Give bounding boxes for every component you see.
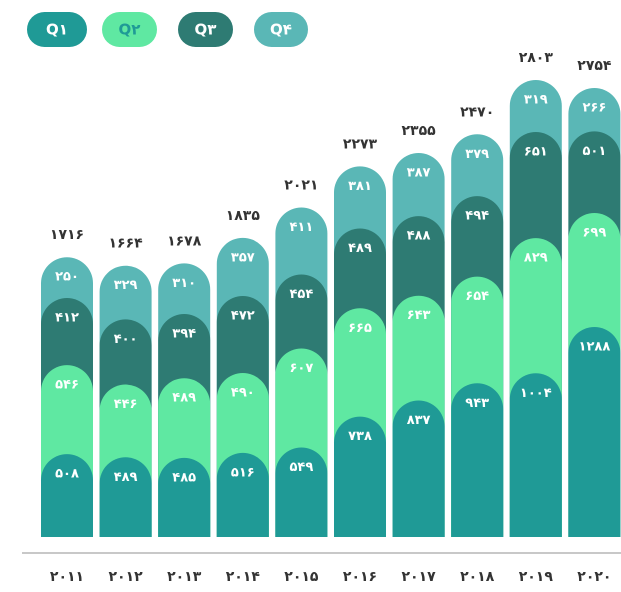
bar-segment	[158, 457, 211, 537]
value-label: ۳۸۷	[407, 166, 431, 181]
x-tick-label: ۲۰۱۶	[343, 569, 377, 585]
legend-swatch	[178, 12, 233, 47]
total-label: ۲۷۵۴	[577, 58, 612, 74]
total-label: ۱۶۶۴	[109, 236, 144, 252]
bar-segment	[41, 454, 93, 537]
total-label: ۱۸۳۵	[226, 208, 261, 224]
value-label: ۳۱۹	[524, 93, 548, 108]
total-label: ۲۰۲۱	[284, 177, 318, 193]
value-label: ۴۹۴	[465, 209, 489, 224]
value-label: ۵۱۶	[231, 465, 255, 480]
x-tick-label: ۲۰۱۷	[402, 569, 437, 585]
bar-segment	[568, 327, 621, 537]
value-label: ۴۹۰	[231, 385, 255, 400]
bar-segment	[275, 447, 328, 537]
legend-swatch	[27, 12, 87, 47]
x-tick-label: ۲۰۲۰	[577, 569, 611, 585]
value-label: ۵۴۶	[55, 378, 79, 393]
total-label: ۱۷۱۶	[50, 227, 84, 243]
x-tick-label: ۲۰۱۹	[519, 569, 554, 585]
value-label: ۲۵۰	[55, 270, 79, 285]
bar-segment	[99, 457, 152, 537]
value-label: ۵۴۹	[289, 460, 313, 475]
legend-swatch	[102, 12, 157, 47]
total-label: ۱۶۷۸	[167, 233, 202, 249]
value-label: ۸۳۷	[407, 413, 431, 428]
legend-label: Q۴	[270, 21, 292, 39]
bar-segment	[392, 400, 445, 537]
value-label: ۴۸۸	[407, 229, 431, 244]
bar-segment	[216, 452, 269, 537]
x-tick-label: ۲۰۱۲	[109, 569, 144, 585]
value-label: ۶۰۷	[289, 361, 313, 376]
value-label: ۸۲۹	[524, 251, 548, 266]
value-label: ۱۰۰۴	[520, 386, 552, 401]
value-label: ۴۴۶	[114, 397, 138, 412]
value-label: ۳۵۷	[231, 250, 255, 265]
bar-segment	[451, 383, 504, 537]
x-tick-label: ۲۰۱۵	[284, 569, 319, 585]
value-label: ۳۱۰	[172, 276, 196, 291]
value-label: ۴۸۹	[114, 470, 138, 485]
total-label: ۲۲۷۳	[343, 136, 378, 152]
legend-label: Q۱	[46, 21, 68, 39]
value-label: ۶۴۳	[407, 308, 431, 323]
bar-segment	[509, 373, 562, 537]
total-label: ۲۸۰۳	[519, 50, 554, 66]
x-tick-label: ۲۰۱۱	[50, 569, 84, 585]
value-label: ۴۸۵	[172, 470, 196, 485]
value-label: ۳۷۹	[465, 147, 489, 162]
value-label: ۴۱۱	[289, 220, 313, 235]
value-label: ۵۰۸	[55, 467, 79, 482]
value-label: ۴۸۹	[348, 241, 372, 256]
value-label: ۷۳۸	[348, 429, 372, 444]
value-label: ۶۵۱	[524, 145, 548, 160]
x-tick-label: ۲۰۱۴	[226, 569, 261, 585]
value-label: ۱۲۸۸	[579, 340, 611, 355]
x-tick-label: ۲۰۱۳	[167, 569, 202, 585]
value-label: ۳۹۴	[172, 326, 196, 341]
value-label: ۴۸۹	[172, 391, 196, 406]
value-label: ۵۰۱	[582, 144, 606, 159]
value-label: ۹۴۳	[465, 396, 489, 411]
total-label: ۲۳۵۵	[402, 123, 437, 139]
value-label: ۳۲۹	[114, 278, 138, 293]
value-label: ۴۱۲	[55, 310, 79, 325]
legend-swatch	[254, 12, 308, 47]
value-label: ۴۷۲	[231, 309, 255, 324]
total-label: ۲۴۷۰	[460, 104, 494, 120]
legend-label: Q۳	[195, 21, 217, 39]
value-label: ۴۰۰	[114, 332, 138, 347]
bar-segment	[334, 416, 386, 537]
value-label: ۴۵۴	[289, 287, 313, 302]
legend-label: Q۲	[119, 21, 141, 39]
value-label: ۶۹۹	[582, 226, 606, 241]
value-label: ۳۸۱	[348, 179, 372, 194]
value-label: ۶۵۴	[465, 289, 489, 304]
value-label: ۶۶۵	[348, 321, 372, 336]
x-tick-label: ۲۰۱۸	[460, 569, 495, 585]
value-label: ۲۶۶	[582, 100, 606, 115]
